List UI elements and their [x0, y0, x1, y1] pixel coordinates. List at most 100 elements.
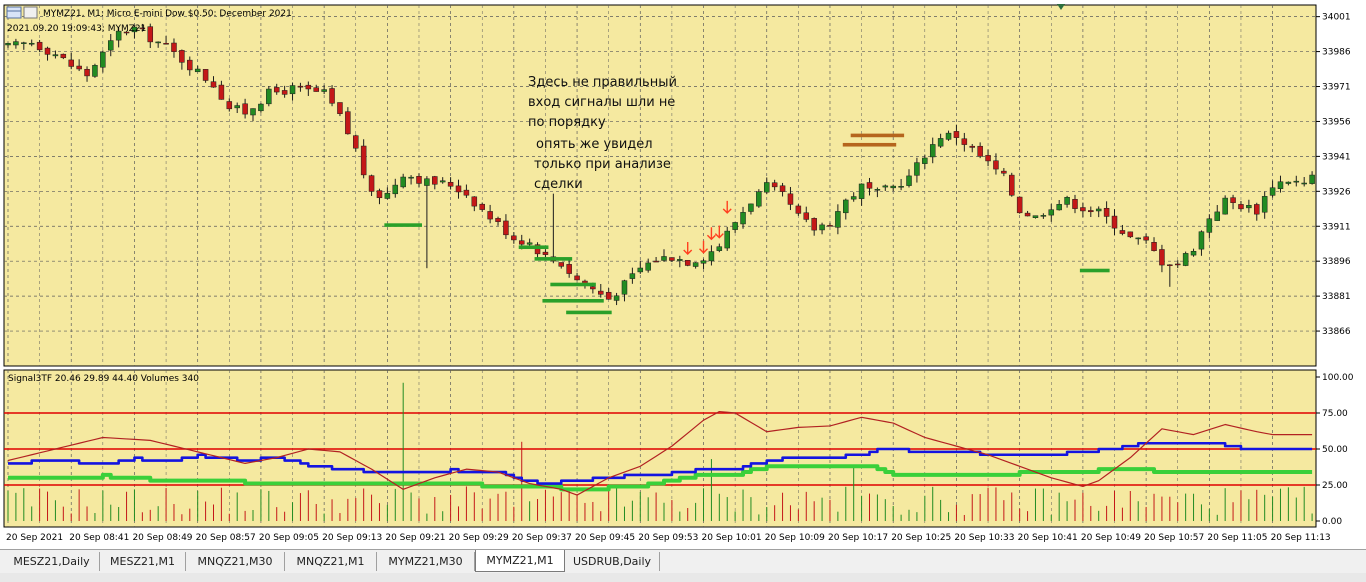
candle[interactable]	[1024, 212, 1031, 217]
candle[interactable]	[495, 218, 501, 222]
candle[interactable]	[305, 84, 312, 90]
candle[interactable]	[953, 131, 960, 138]
candle[interactable]	[961, 138, 968, 145]
candle[interactable]	[471, 196, 478, 207]
candle[interactable]	[922, 157, 928, 164]
candle[interactable]	[273, 87, 280, 93]
candle[interactable]	[1222, 197, 1228, 215]
candle[interactable]	[1238, 204, 1244, 210]
tab-mymz21-m30[interactable]: MYMZ21,M30	[377, 552, 475, 571]
candle[interactable]	[1151, 242, 1157, 251]
candle[interactable]	[1064, 197, 1070, 205]
candle[interactable]	[360, 145, 367, 176]
candle[interactable]	[179, 50, 185, 63]
candle[interactable]	[234, 105, 240, 109]
candle[interactable]	[629, 273, 636, 279]
candle[interactable]	[874, 189, 881, 191]
candle[interactable]	[1056, 204, 1062, 211]
candle[interactable]	[613, 295, 620, 301]
candle[interactable]	[653, 260, 659, 263]
chart-shift-icon[interactable]	[1057, 4, 1065, 10]
candle[interactable]	[969, 145, 975, 148]
candle[interactable]	[187, 59, 193, 71]
candle[interactable]	[993, 160, 999, 170]
candle[interactable]	[542, 251, 549, 255]
candle[interactable]	[526, 242, 533, 245]
candle[interactable]	[218, 84, 225, 100]
candle[interactable]	[700, 260, 707, 264]
candle[interactable]	[684, 260, 691, 266]
candle[interactable]	[669, 257, 675, 261]
candle[interactable]	[590, 286, 596, 290]
candle[interactable]	[1111, 215, 1118, 229]
candle[interactable]	[226, 101, 233, 110]
candle[interactable]	[716, 246, 723, 251]
tab-mymz21-m1[interactable]: MYMZ21,M1	[475, 550, 565, 572]
candle[interactable]	[155, 41, 161, 44]
candle[interactable]	[763, 182, 770, 193]
candle[interactable]	[756, 191, 762, 207]
candle[interactable]	[68, 59, 74, 67]
candle[interactable]	[416, 176, 422, 184]
chart-canvas[interactable]: 20 Sep 2021 20 Sep 08:41 20 Sep 08:49 20 Se…	[0, 0, 1366, 549]
candle[interactable]	[977, 145, 983, 157]
candle[interactable]	[574, 275, 580, 281]
candle[interactable]	[171, 42, 177, 52]
candle[interactable]	[937, 138, 944, 147]
candle[interactable]	[708, 251, 715, 262]
candle[interactable]	[740, 212, 746, 225]
candle[interactable]	[368, 175, 375, 192]
candle[interactable]	[1088, 210, 1094, 213]
candle[interactable]	[645, 262, 651, 271]
candle[interactable]	[84, 68, 90, 77]
candle[interactable]	[692, 262, 699, 267]
candle[interactable]	[147, 26, 154, 43]
candle[interactable]	[677, 259, 683, 261]
candle[interactable]	[621, 280, 628, 295]
candle[interactable]	[858, 183, 865, 199]
candle[interactable]	[906, 175, 912, 186]
candle[interactable]	[890, 185, 896, 189]
tab-mnqz21-m1[interactable]: MNQZ21,M1	[285, 552, 377, 571]
candle[interactable]	[36, 41, 43, 51]
candle[interactable]	[432, 176, 438, 185]
candle[interactable]	[21, 42, 27, 44]
candle[interactable]	[1016, 196, 1023, 214]
candle[interactable]	[1285, 181, 1292, 184]
candle[interactable]	[1001, 170, 1007, 174]
candle[interactable]	[732, 222, 738, 230]
candle[interactable]	[281, 90, 288, 95]
candle[interactable]	[827, 225, 833, 227]
candle[interactable]	[447, 181, 454, 187]
candle[interactable]	[748, 203, 754, 212]
candle[interactable]	[76, 65, 82, 70]
candle[interactable]	[598, 290, 604, 295]
candle[interactable]	[163, 42, 169, 45]
candle[interactable]	[1095, 208, 1102, 212]
candle[interactable]	[1190, 250, 1197, 256]
candle[interactable]	[1293, 180, 1300, 183]
candle[interactable]	[1246, 205, 1252, 209]
tab-usdrub-daily[interactable]: USDRUB,Daily	[565, 552, 660, 571]
candle[interactable]	[534, 244, 541, 255]
candle[interactable]	[345, 111, 351, 135]
candle[interactable]	[376, 190, 383, 199]
candle[interactable]	[439, 180, 446, 183]
candle[interactable]	[1080, 207, 1086, 212]
candle[interactable]	[52, 54, 59, 57]
candle[interactable]	[384, 192, 391, 199]
candle[interactable]	[115, 30, 122, 41]
candle[interactable]	[1127, 231, 1134, 238]
candle[interactable]	[392, 184, 399, 195]
candle[interactable]	[123, 31, 130, 34]
candle[interactable]	[266, 88, 272, 105]
candle[interactable]	[566, 264, 572, 274]
candle[interactable]	[1309, 174, 1315, 184]
candle[interactable]	[1009, 174, 1015, 196]
candle[interactable]	[100, 51, 106, 68]
candle[interactable]	[1301, 182, 1307, 185]
candle[interactable]	[1174, 263, 1181, 266]
candle[interactable]	[131, 26, 138, 33]
candle[interactable]	[313, 87, 319, 92]
candle[interactable]	[511, 235, 517, 241]
